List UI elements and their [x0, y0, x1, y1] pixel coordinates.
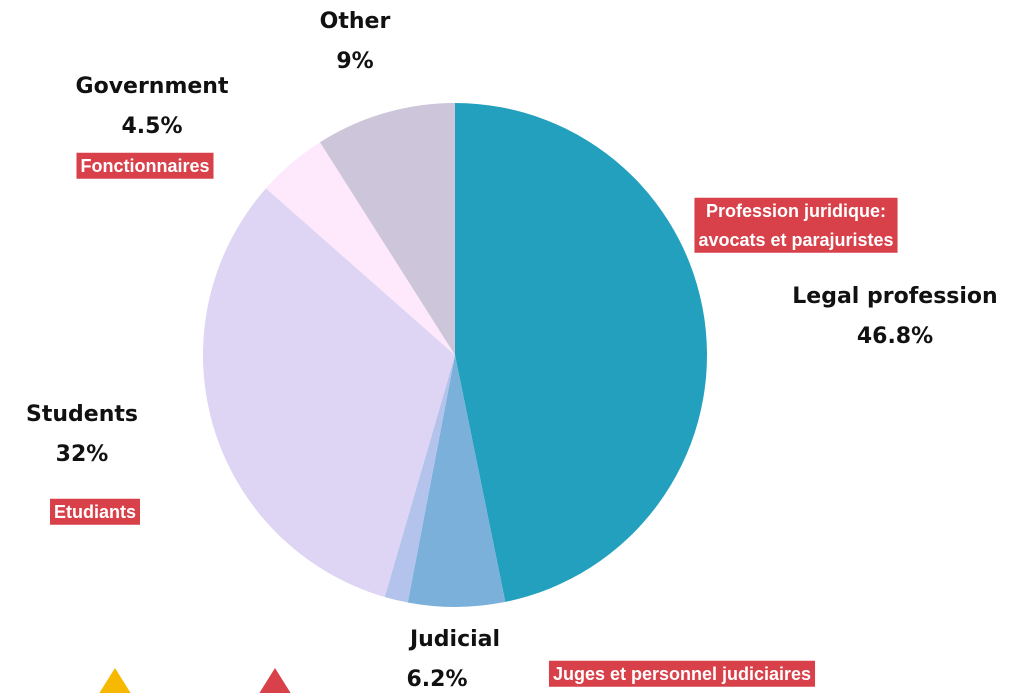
translation: Etudiants [49, 498, 141, 525]
pie-slice [265, 142, 455, 355]
slice-label: Students [26, 402, 138, 427]
translation-box [49, 498, 141, 525]
slice-label: Judicial [408, 627, 500, 652]
translation: Profession juridique: avocats et parajuri… [694, 197, 898, 253]
pie-slice [384, 355, 455, 603]
translation-box [76, 152, 214, 179]
pie-slice [407, 355, 506, 607]
translation: Fonctionnaires [76, 152, 214, 179]
pie [202, 103, 708, 607]
translation-box [694, 197, 898, 253]
slice-label: Legal profession [792, 284, 997, 309]
value-label: 32% [56, 442, 109, 467]
translation-text: Juges et personnel judiciaires [553, 664, 811, 684]
translation-text: Fonctionnaires [80, 156, 209, 176]
value-label: 6.2% [406, 667, 467, 692]
decor-triangle [99, 668, 131, 693]
value-label: 46.8% [857, 324, 933, 349]
translation-text: avocats et parajuristes [698, 230, 893, 250]
translation: Juges et personnel judiciaires [548, 660, 816, 687]
value-label: 4.5% [121, 114, 182, 139]
pie-slice [455, 103, 708, 602]
slice-label: Other [320, 9, 391, 34]
slice-label: Government [76, 74, 229, 99]
pie-slice [319, 103, 455, 355]
translation-box [548, 660, 816, 687]
translation-text: Profession juridique: [706, 201, 886, 221]
value-label: 9% [336, 49, 373, 74]
pie-slice [202, 188, 455, 597]
translation-text: Etudiants [54, 502, 136, 522]
decor-triangle [259, 668, 291, 693]
